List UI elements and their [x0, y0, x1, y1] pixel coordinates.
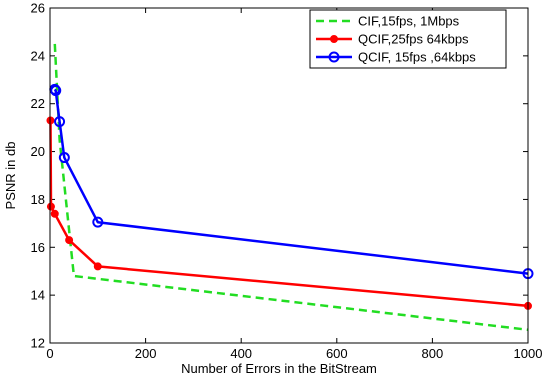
axes-frame [49, 7, 529, 344]
x-tick-label: 400 [230, 346, 252, 361]
y-tick-label: 24 [31, 48, 45, 63]
y-tick-label: 16 [31, 240, 45, 255]
x-tick-label: 1000 [514, 346, 543, 361]
y-tick-label: 14 [31, 288, 45, 303]
series-2-point [93, 262, 102, 271]
x-tick-label: 800 [422, 346, 444, 361]
legend-label-3: QCIF, 15fps ,64kbps [358, 50, 476, 65]
series-2-point [50, 209, 59, 218]
x-tick-label: 0 [46, 346, 53, 361]
series-3-point [92, 216, 104, 228]
y-tick-label: 12 [31, 336, 45, 351]
legend-label-1: CIF,15fps, 1Mbps [358, 14, 460, 29]
x-tick-label: 200 [135, 346, 157, 361]
series-3-point [54, 116, 66, 128]
x-axis-label: Number of Errors in the BitStream [181, 361, 377, 376]
y-tick-label: 18 [31, 192, 45, 207]
series-line-2 [49, 120, 529, 308]
legend-label-2: QCIF,25fps 64kbps [358, 32, 469, 47]
series-3-point [50, 85, 62, 97]
y-tick-label: 22 [31, 96, 45, 111]
series-line-3 [53, 88, 529, 275]
legend-marker-3 [328, 51, 340, 63]
legend-marker-2 [330, 35, 338, 43]
series-2-point [46, 202, 55, 211]
y-tick-label: 26 [31, 1, 45, 16]
series-2-point [65, 236, 74, 245]
y-axis-label: PSNR in db [3, 142, 18, 210]
y-tick-label: 20 [31, 144, 45, 159]
x-tick-label: 600 [326, 346, 348, 361]
series-3-point [58, 152, 70, 164]
series-line-1 [53, 43, 529, 332]
